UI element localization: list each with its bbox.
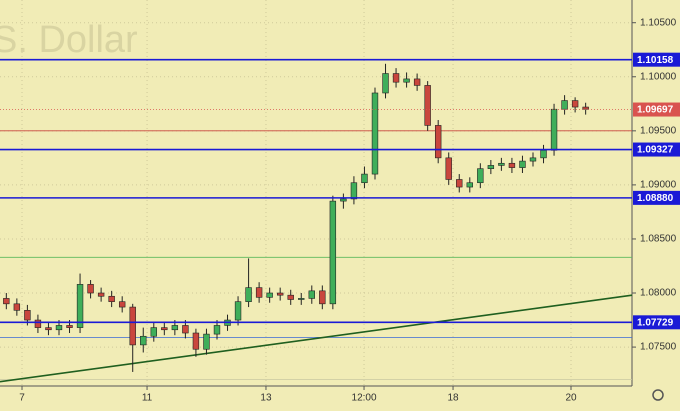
candle-body	[66, 325, 73, 328]
candle-body	[340, 198, 347, 202]
candle-body	[129, 306, 136, 346]
level-tag	[633, 102, 680, 117]
candle-body	[445, 157, 452, 180]
candle-body	[118, 301, 126, 308]
candle-body	[382, 73, 389, 94]
candle-body	[266, 292, 273, 298]
candle-body	[498, 162, 505, 166]
candle-body	[45, 327, 52, 331]
level-tag	[633, 190, 680, 205]
candle-body	[413, 78, 421, 86]
candle-body	[287, 294, 294, 300]
candle-body	[245, 287, 252, 302]
candle-body	[108, 295, 115, 302]
settings-icon[interactable]	[652, 389, 664, 401]
candle-body	[456, 179, 463, 188]
watermark: S. Dollar	[0, 19, 138, 61]
candle-body	[550, 108, 558, 151]
x-tick-label: 18	[447, 393, 459, 404]
y-tick-label: 1.09500	[640, 125, 677, 136]
candle-body	[140, 335, 147, 346]
y-tick-label: 1.10500	[640, 17, 677, 28]
candle-body	[434, 125, 442, 159]
candle-body	[424, 85, 431, 126]
candle-body	[403, 78, 410, 83]
candle-body	[213, 325, 221, 335]
candle-body	[13, 303, 21, 311]
candle-body	[350, 182, 358, 200]
candle-body	[329, 200, 337, 305]
x-tick-label: 20	[565, 393, 577, 404]
candle-body	[308, 290, 315, 299]
level-label: 1.07729	[637, 317, 674, 328]
candle-body	[150, 327, 157, 337]
candle-body	[76, 284, 84, 328]
candle-body	[192, 332, 200, 350]
candle-body	[55, 325, 63, 331]
x-tick-label: 12:00	[352, 393, 377, 404]
x-tick-label: 11	[142, 393, 153, 404]
candle-body	[298, 298, 305, 300]
level-tag	[633, 315, 680, 330]
trend-line	[0, 294, 633, 383]
x-tick-label: 7	[19, 393, 25, 404]
y-tick-label: 1.08500	[640, 234, 677, 245]
candle-body	[255, 287, 263, 298]
candle-body	[582, 106, 589, 110]
candle-body	[319, 290, 326, 305]
candle-body	[97, 292, 105, 297]
candle-body	[508, 162, 516, 168]
candle-body	[371, 92, 379, 175]
y-tick-label: 1.07500	[640, 342, 677, 353]
level-label: 1.09697	[637, 105, 674, 116]
candle-body	[561, 100, 568, 110]
y-tick-label: 1.09000	[640, 180, 677, 191]
x-tick-label: 13	[260, 393, 272, 404]
candle-body	[487, 165, 495, 169]
candle-body	[361, 173, 368, 184]
candle-body	[466, 182, 473, 188]
level-label: 1.09327	[637, 145, 674, 156]
candle-body	[571, 100, 579, 108]
candle-body	[477, 168, 484, 184]
candle-body	[161, 327, 168, 331]
level-tag	[633, 52, 680, 67]
candle-body	[392, 73, 400, 83]
level-label: 1.08880	[637, 193, 674, 204]
y-tick-label: 1.08000	[640, 288, 677, 299]
candle-body	[276, 292, 284, 296]
level-tag	[633, 142, 680, 157]
level-label: 1.10158	[637, 55, 674, 66]
y-tick-label: 1.10000	[640, 71, 677, 82]
candle-body	[203, 333, 210, 350]
candle-body	[171, 325, 179, 331]
candle-body	[87, 284, 94, 294]
candle-body	[529, 157, 537, 162]
candle-body	[234, 301, 242, 321]
candle-body	[519, 160, 526, 168]
candle-body	[540, 149, 547, 159]
candle-body	[34, 319, 42, 328]
candle-body	[24, 310, 31, 321]
candle-body	[3, 298, 10, 305]
candle-body	[182, 325, 189, 334]
